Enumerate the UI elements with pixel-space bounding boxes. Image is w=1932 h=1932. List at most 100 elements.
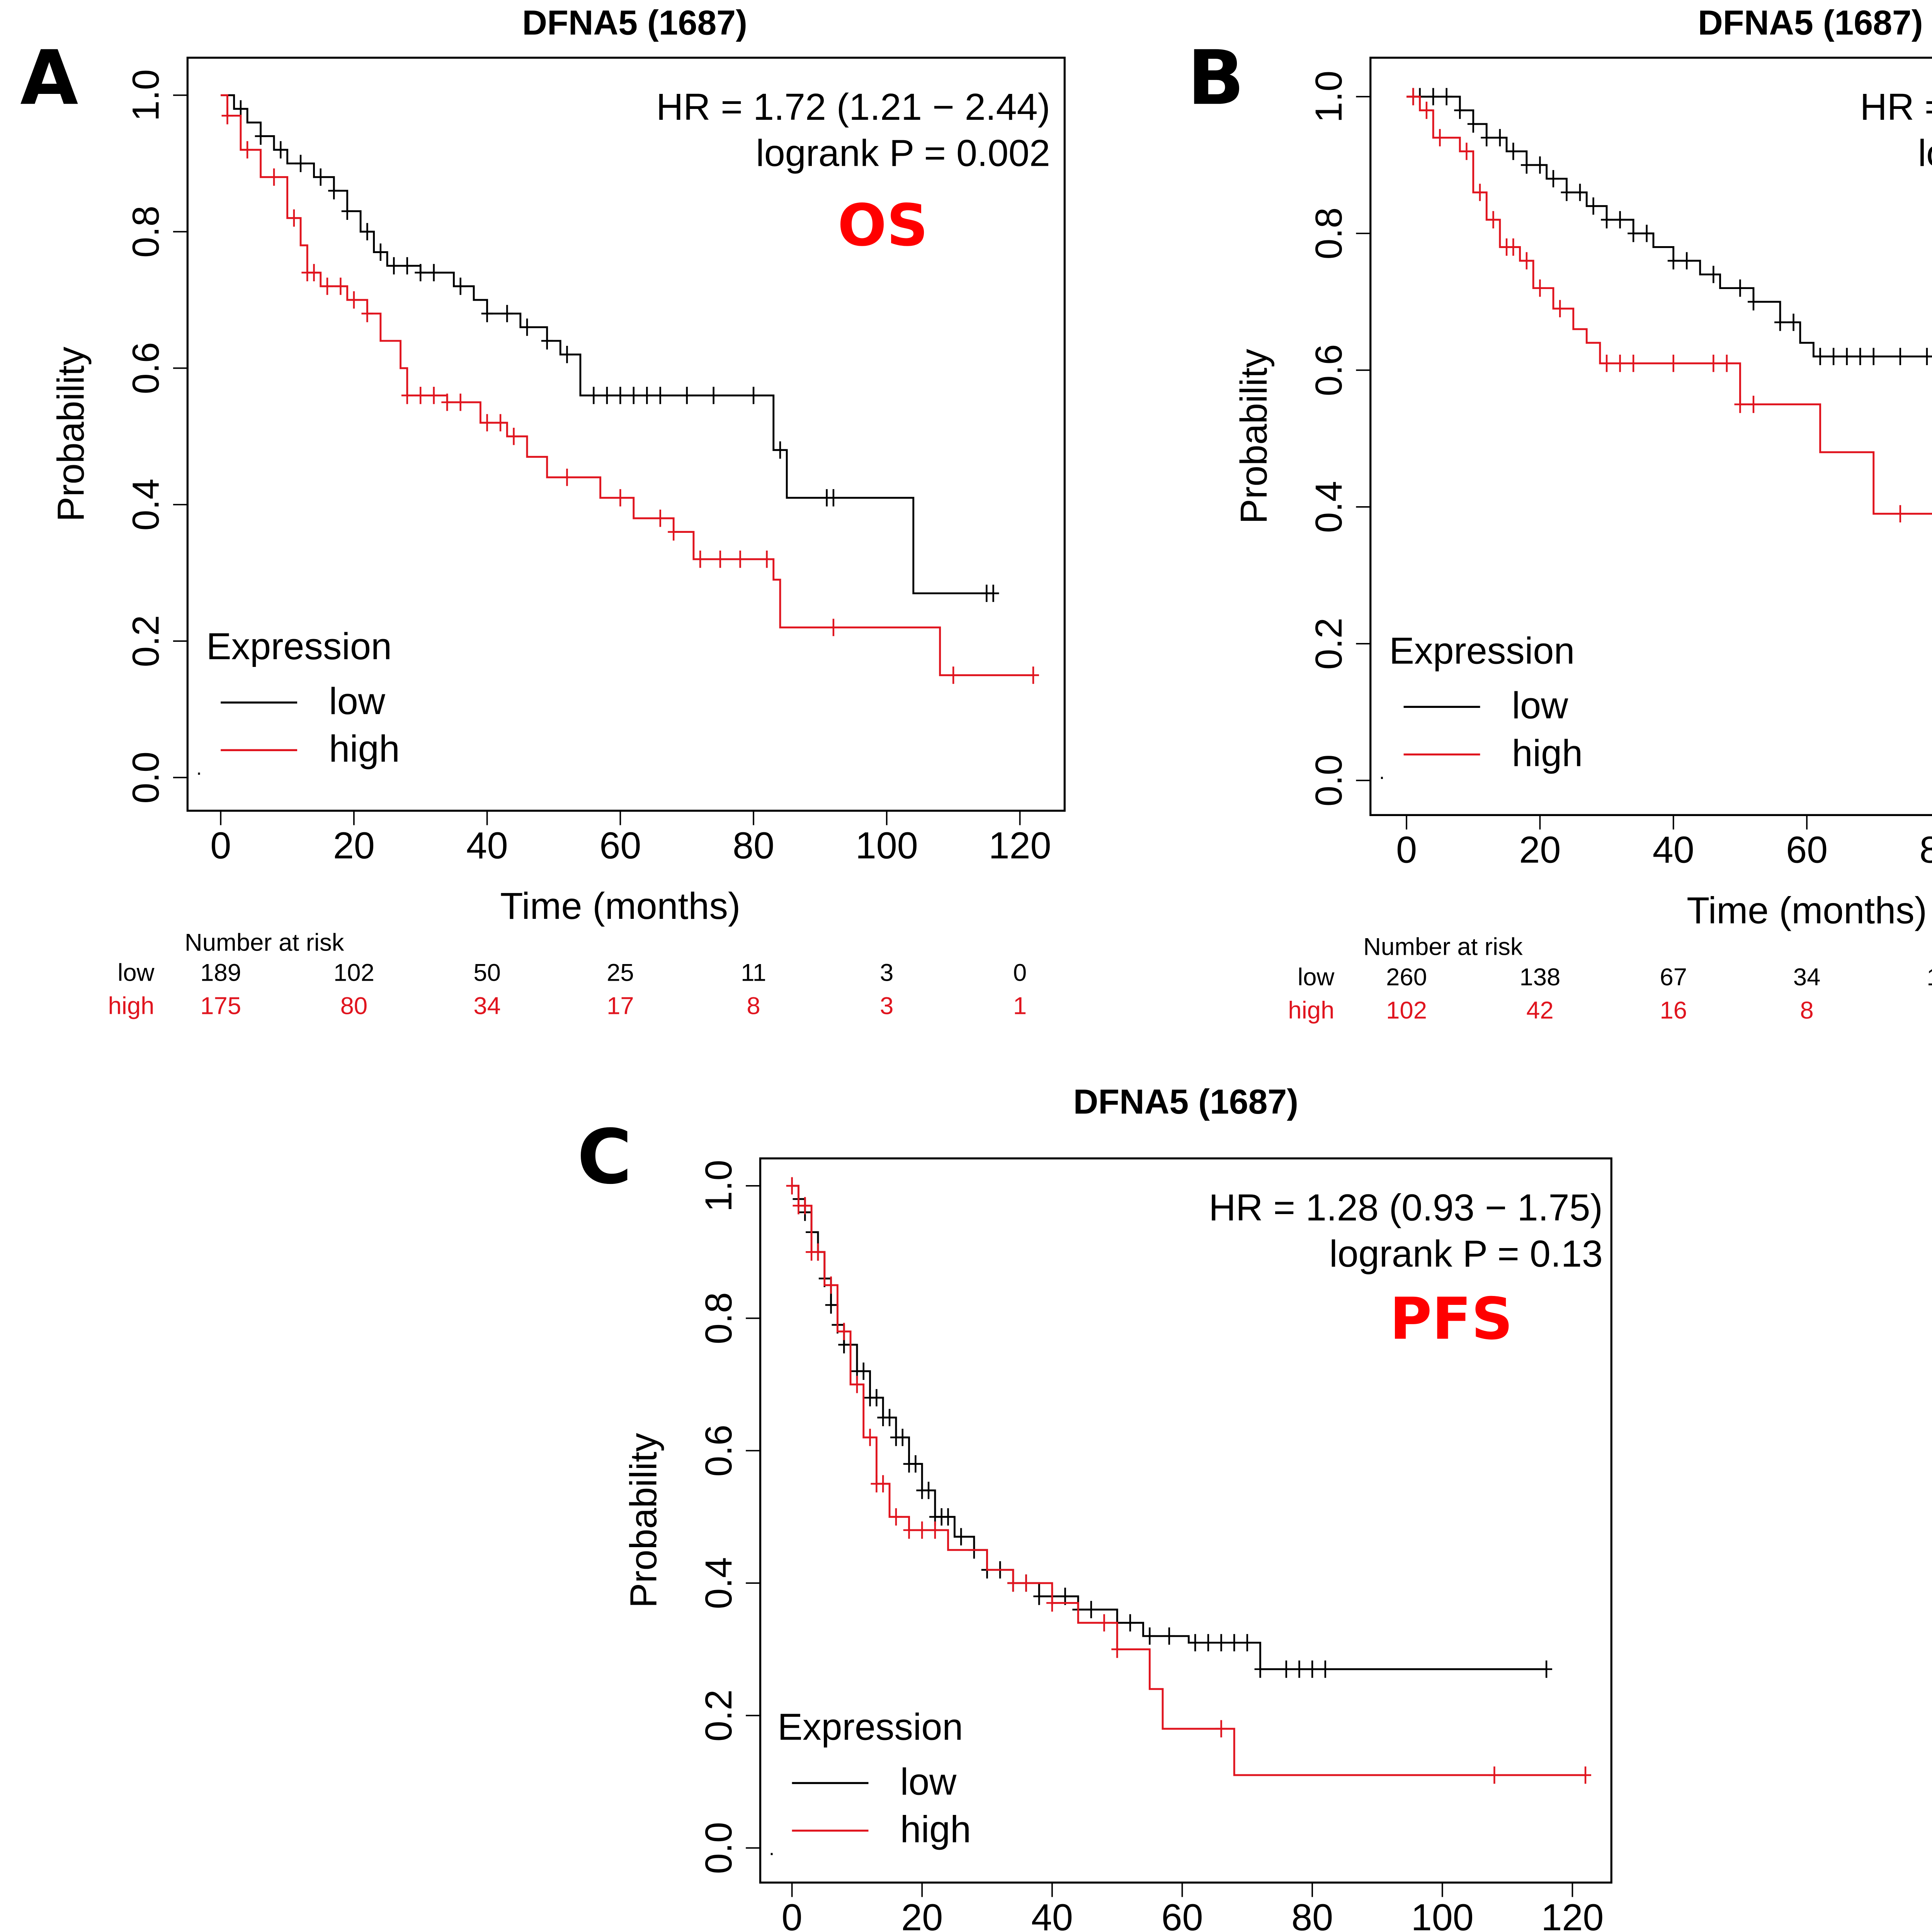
panel-letter: C — [577, 1113, 632, 1201]
panel-letter: B — [1187, 34, 1245, 122]
risk-count: 8 — [747, 993, 760, 1020]
x-tick-label: 0 — [210, 824, 231, 866]
risk-count: 11 — [741, 959, 766, 986]
endpoint-label: OS — [838, 192, 929, 259]
km-curve-low — [221, 94, 999, 602]
y-tick-label: 1.0 — [125, 69, 167, 121]
y-tick-label: 0.4 — [697, 1557, 740, 1609]
y-tick-label: 0.8 — [697, 1292, 740, 1344]
x-tick-label: 80 — [733, 824, 774, 866]
risk-table: Number at risk low 189 102 50 25 11 3 0 high 175 80… — [108, 929, 1027, 1019]
risk-count: 175 — [200, 993, 241, 1020]
y-axis-label: Probability — [622, 1433, 665, 1608]
km-curve-high — [221, 94, 1039, 684]
legend-title: Expression — [1389, 629, 1575, 672]
y-tick-label: 0.2 — [1308, 617, 1350, 670]
risk-count: 0 — [1013, 959, 1027, 986]
risk-table: Number at risklow26013867341640high10242… — [1288, 934, 1932, 1024]
x-tick-label: 80 — [1291, 1896, 1333, 1932]
risk-count: 16 — [1660, 997, 1687, 1024]
risk-count: 3 — [880, 959, 893, 986]
x-axis-label: Time (months) — [500, 885, 740, 927]
risk-count: 25 — [607, 959, 634, 986]
legend-dot: . — [1379, 761, 1385, 784]
legend: Expression low high. — [196, 625, 400, 779]
risk-count: 50 — [473, 959, 501, 986]
hazard-ratio-text: HR = 1.28 (0.93 − 1.75) — [1209, 1186, 1603, 1228]
x-tick-label: 40 — [1653, 829, 1694, 871]
panel-letter: A — [20, 34, 78, 122]
risk-count: 102 — [1386, 997, 1427, 1024]
x-tick-label: 40 — [1031, 1896, 1073, 1932]
legend-title: Expression — [206, 625, 392, 667]
x-tick-label: 120 — [1541, 1896, 1604, 1932]
plot-frame — [186, 56, 1066, 812]
x-tick-label: 0 — [1396, 829, 1417, 871]
risk-count: 34 — [1793, 964, 1821, 991]
y-axis-label: Probability — [50, 347, 92, 522]
x-tick-label: 120 — [989, 824, 1051, 866]
y-tick-label: 0.8 — [1308, 207, 1350, 260]
x-tick-label: 0 — [782, 1896, 803, 1932]
survival-line — [221, 94, 1033, 676]
risk-row-label-low: low — [1298, 964, 1334, 991]
risk-count: 102 — [333, 959, 374, 986]
risk-count: 17 — [607, 993, 634, 1020]
y-tick-label: 0.8 — [125, 206, 167, 258]
y-tick-label: 0.0 — [125, 752, 167, 804]
legend-label-high: high — [329, 728, 400, 770]
y-tick-label: 0.6 — [697, 1425, 740, 1477]
risk-row-label-high: high — [1288, 997, 1334, 1024]
risk-count: 67 — [1660, 964, 1687, 991]
hazard-ratio-text: HR = 2.03 (1.29 − 3.2) — [1860, 86, 1932, 128]
x-tick-label: 40 — [466, 824, 508, 866]
x-tick-label: 20 — [333, 824, 375, 866]
plot-frame — [759, 1157, 1612, 1884]
logrank-p-text: logrank P = 0.0019 — [1918, 132, 1932, 174]
y-tick-label: 0.4 — [125, 478, 167, 531]
plot-frame — [1369, 56, 1932, 816]
y-tick-label: 0.0 — [697, 1822, 740, 1874]
plot-title: DFNA5 (1687) — [1698, 3, 1923, 42]
risk-count: 8 — [1800, 997, 1813, 1024]
x-tick-label: 80 — [1919, 829, 1932, 871]
x-tick-label: 20 — [1519, 829, 1561, 871]
y-axis-label: Probability — [1233, 349, 1275, 524]
x-tick-label: 100 — [1411, 1896, 1474, 1932]
risk-count: 3 — [880, 993, 893, 1020]
km-curve-low — [1406, 88, 1932, 365]
risk-count: 42 — [1526, 997, 1554, 1024]
legend: Expression low high. — [769, 1706, 971, 1860]
endpoint-label: PFS — [1389, 1286, 1513, 1353]
logrank-p-text: logrank P = 0.002 — [756, 132, 1050, 174]
legend-label-low: low — [329, 680, 386, 722]
legend-label-low: low — [900, 1760, 957, 1803]
survival-line — [1406, 95, 1932, 515]
logrank-p-text: logrank P = 0.13 — [1329, 1233, 1603, 1275]
legend-title: Expression — [777, 1706, 963, 1748]
hazard-ratio-text: HR = 1.72 (1.21 − 2.44) — [656, 86, 1050, 128]
survival-line — [1406, 95, 1932, 358]
risk-count: 34 — [473, 993, 501, 1020]
x-tick-label: 100 — [855, 824, 918, 866]
risk-count: 260 — [1386, 964, 1427, 991]
legend-label-low: low — [1512, 684, 1569, 726]
x-tick-label: 60 — [1162, 1896, 1203, 1932]
plot-title: DFNA5 (1687) — [1073, 1082, 1299, 1121]
legend: Expression low high. — [1379, 629, 1583, 784]
y-tick-label: 1.0 — [697, 1160, 740, 1212]
y-tick-label: 1.0 — [1308, 71, 1350, 123]
legend-label-high: high — [900, 1808, 971, 1850]
plot-title: DFNA5 (1687) — [522, 3, 747, 42]
y-tick-label: 0.4 — [1308, 481, 1350, 533]
y-tick-label: 0.6 — [1308, 344, 1350, 396]
risk-count: 1 — [1013, 993, 1027, 1020]
risk-count: 189 — [200, 959, 241, 986]
risk-row-label-high: high — [108, 993, 155, 1020]
x-tick-label: 20 — [901, 1896, 943, 1932]
